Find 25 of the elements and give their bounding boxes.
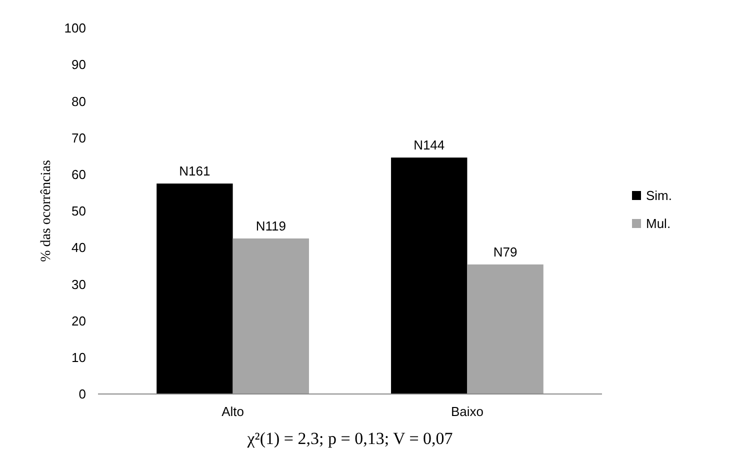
y-axis-title: % das ocorrências — [39, 160, 54, 262]
data-label: N119 — [256, 218, 286, 234]
y-tick-label: 100 — [64, 20, 86, 36]
data-label: N144 — [414, 138, 445, 153]
y-tick-label: 30 — [72, 276, 86, 292]
legend-label: Sim. — [646, 188, 672, 203]
bar — [232, 238, 309, 394]
legend-label: Mul. — [646, 216, 671, 231]
data-label: N161 — [179, 164, 210, 179]
x-tick-label: Baixo — [450, 404, 484, 419]
y-tick-label: 40 — [72, 240, 86, 256]
y-tick-label: 20 — [72, 313, 86, 328]
x-tick-label: Alto — [222, 404, 244, 419]
bar — [156, 184, 233, 394]
y-tick-label: 90 — [72, 57, 86, 72]
y-tick-label: 50 — [72, 204, 86, 219]
y-tick-label: 10 — [72, 350, 86, 365]
y-tick-label: 0 — [78, 386, 86, 402]
text: χ²(1) = 2,3; p = 0,13; V = 0,07 — [246, 429, 454, 448]
y-tick-label: 60 — [72, 166, 86, 182]
bar — [467, 264, 544, 394]
y-tick-label: 70 — [72, 130, 86, 146]
data-label: N79 — [493, 244, 518, 260]
y-tick-label: 80 — [72, 94, 86, 109]
bar — [391, 158, 468, 394]
